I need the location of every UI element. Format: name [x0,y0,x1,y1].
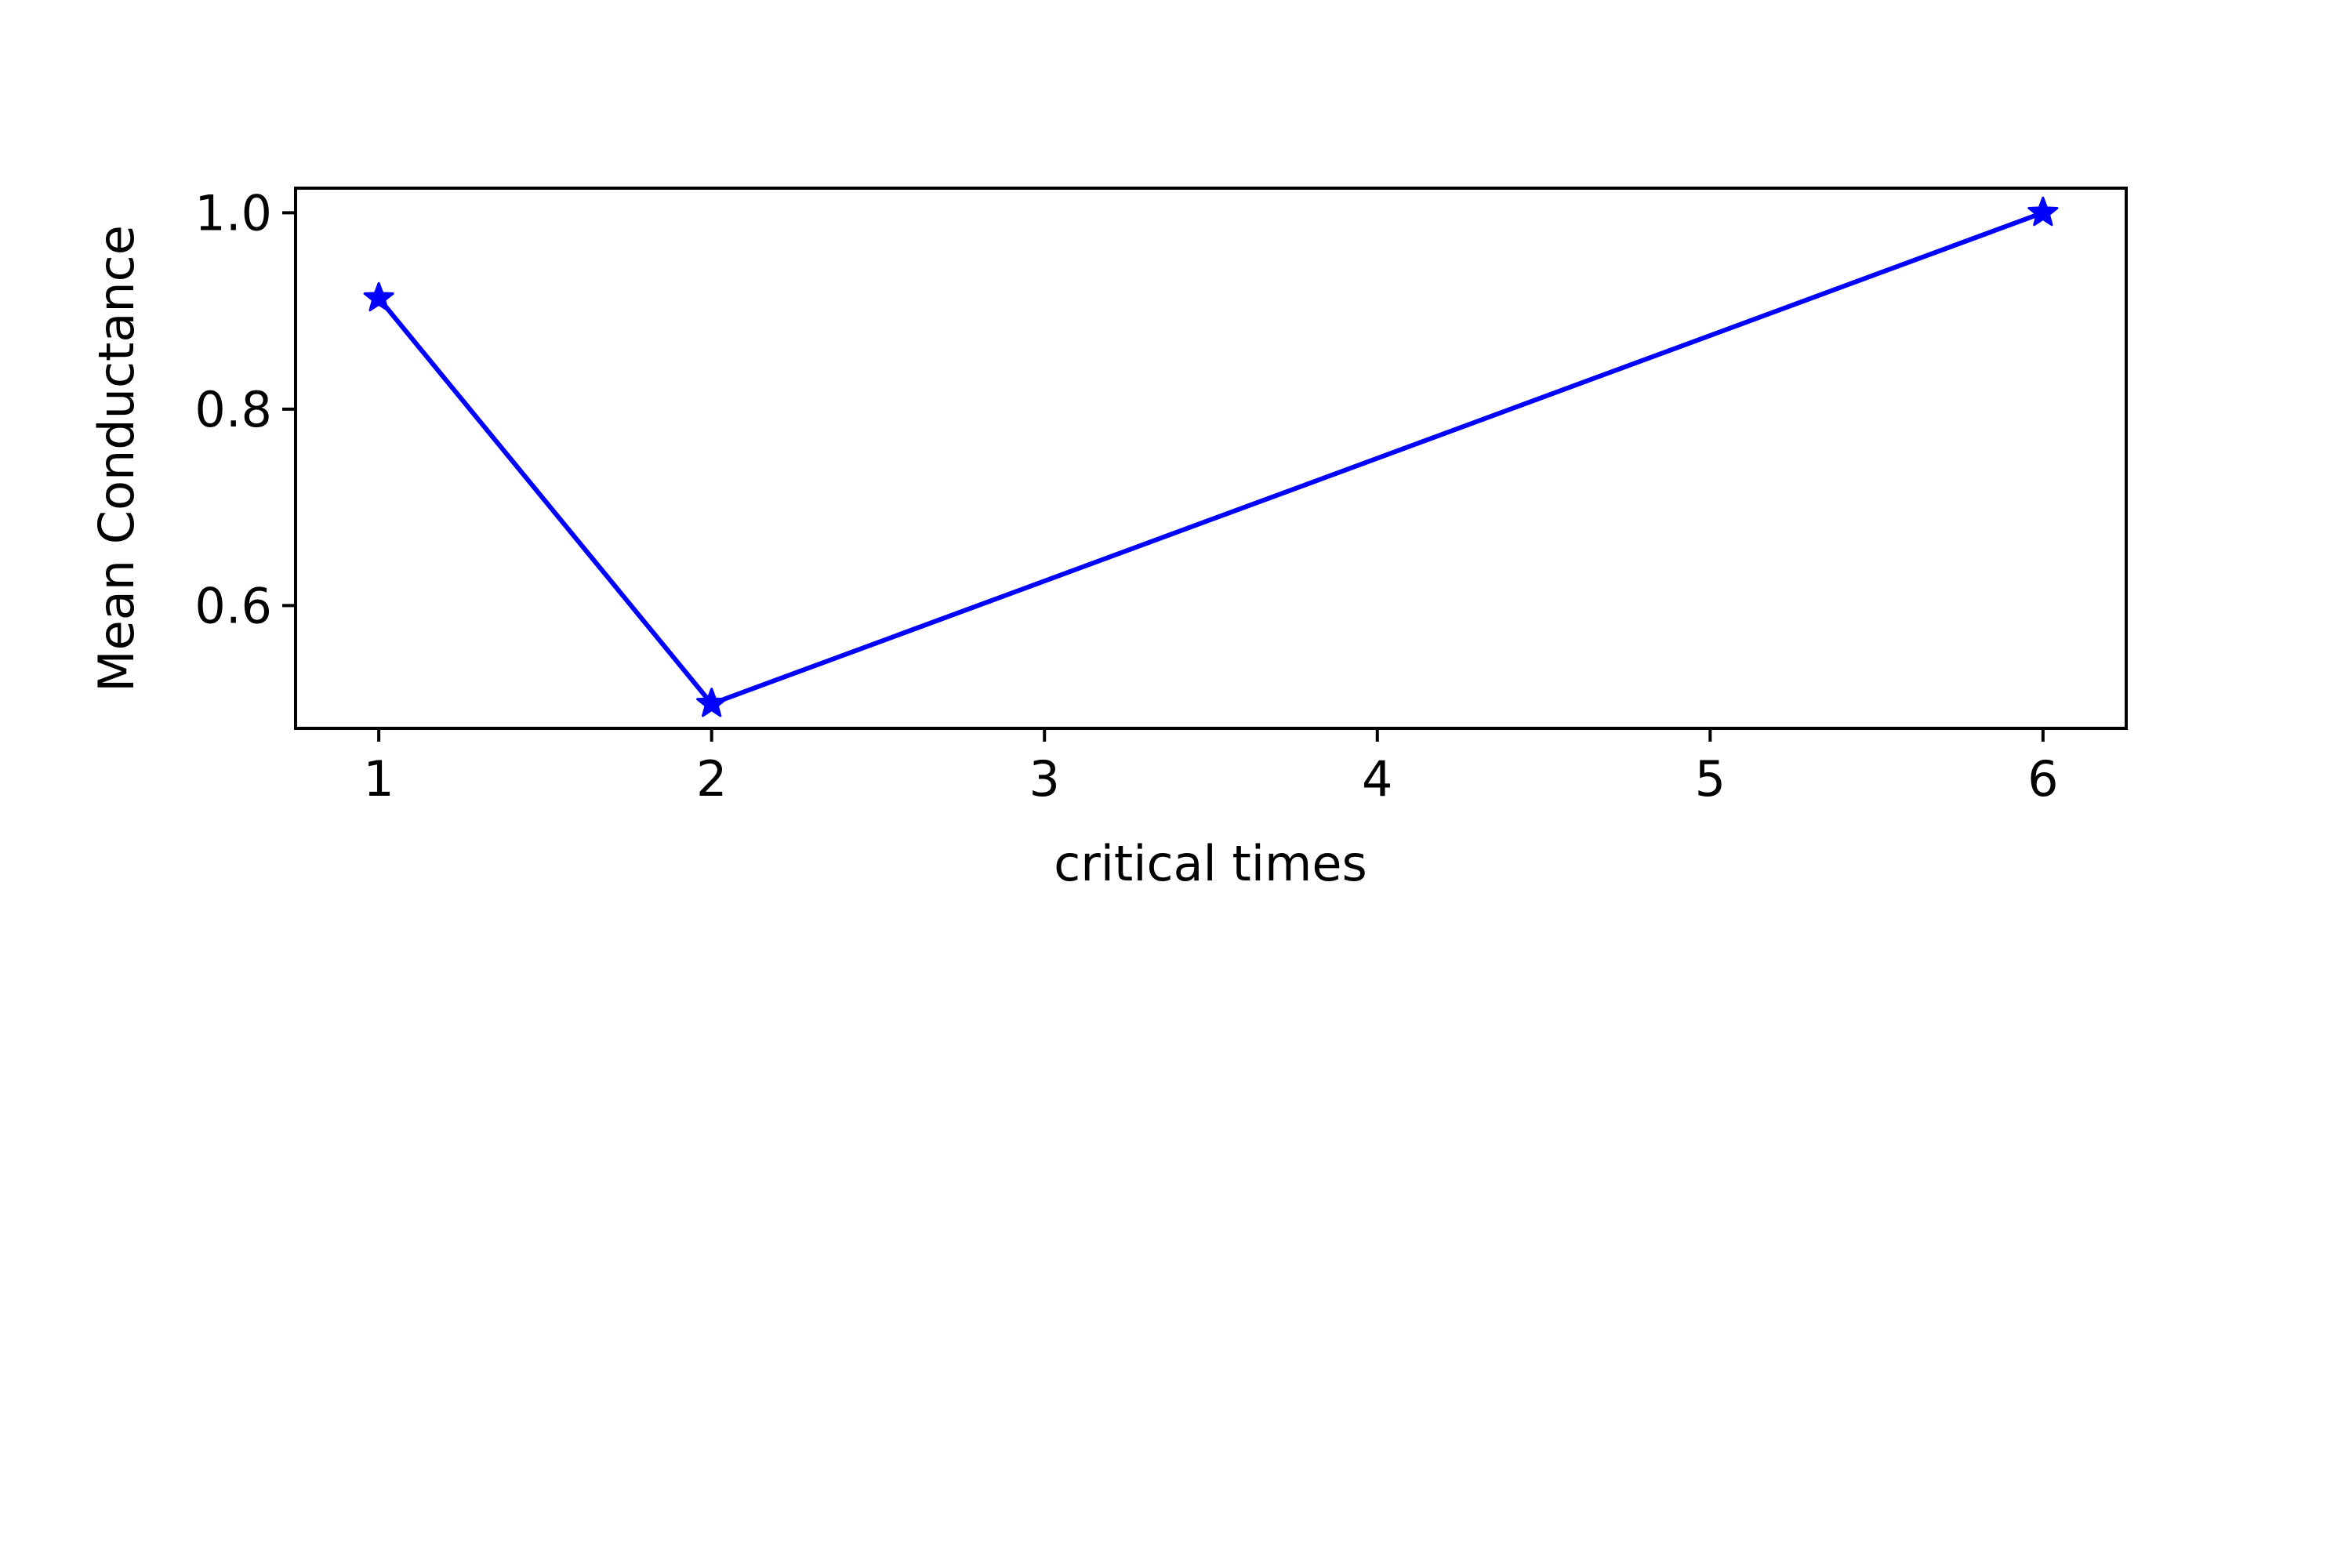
x-tick-label: 4 [1362,750,1392,808]
y-tick-label: 1.0 [194,184,272,241]
x-tick-label: 2 [696,750,727,808]
series-layer [363,196,2059,717]
plot-area-frame [294,187,2128,730]
y-axis-ticks: 0.6 0.8 1.0 [194,184,296,634]
x-axis-label: critical times [1054,835,1367,892]
x-tick-label: 6 [2027,750,2058,808]
data-point-star [363,281,394,312]
x-axis-ticks: 1 2 3 4 5 6 [363,728,2059,808]
y-tick-label: 0.6 [194,577,272,634]
x-tick-label: 5 [1695,750,1726,808]
x-tick-label: 3 [1029,750,1060,808]
y-tick-label: 0.8 [194,381,272,438]
data-point-star [696,688,728,717]
data-point-star [2027,196,2059,227]
x-tick-label: 1 [363,750,394,808]
y-axis-label: Mean Conductance [88,225,145,692]
